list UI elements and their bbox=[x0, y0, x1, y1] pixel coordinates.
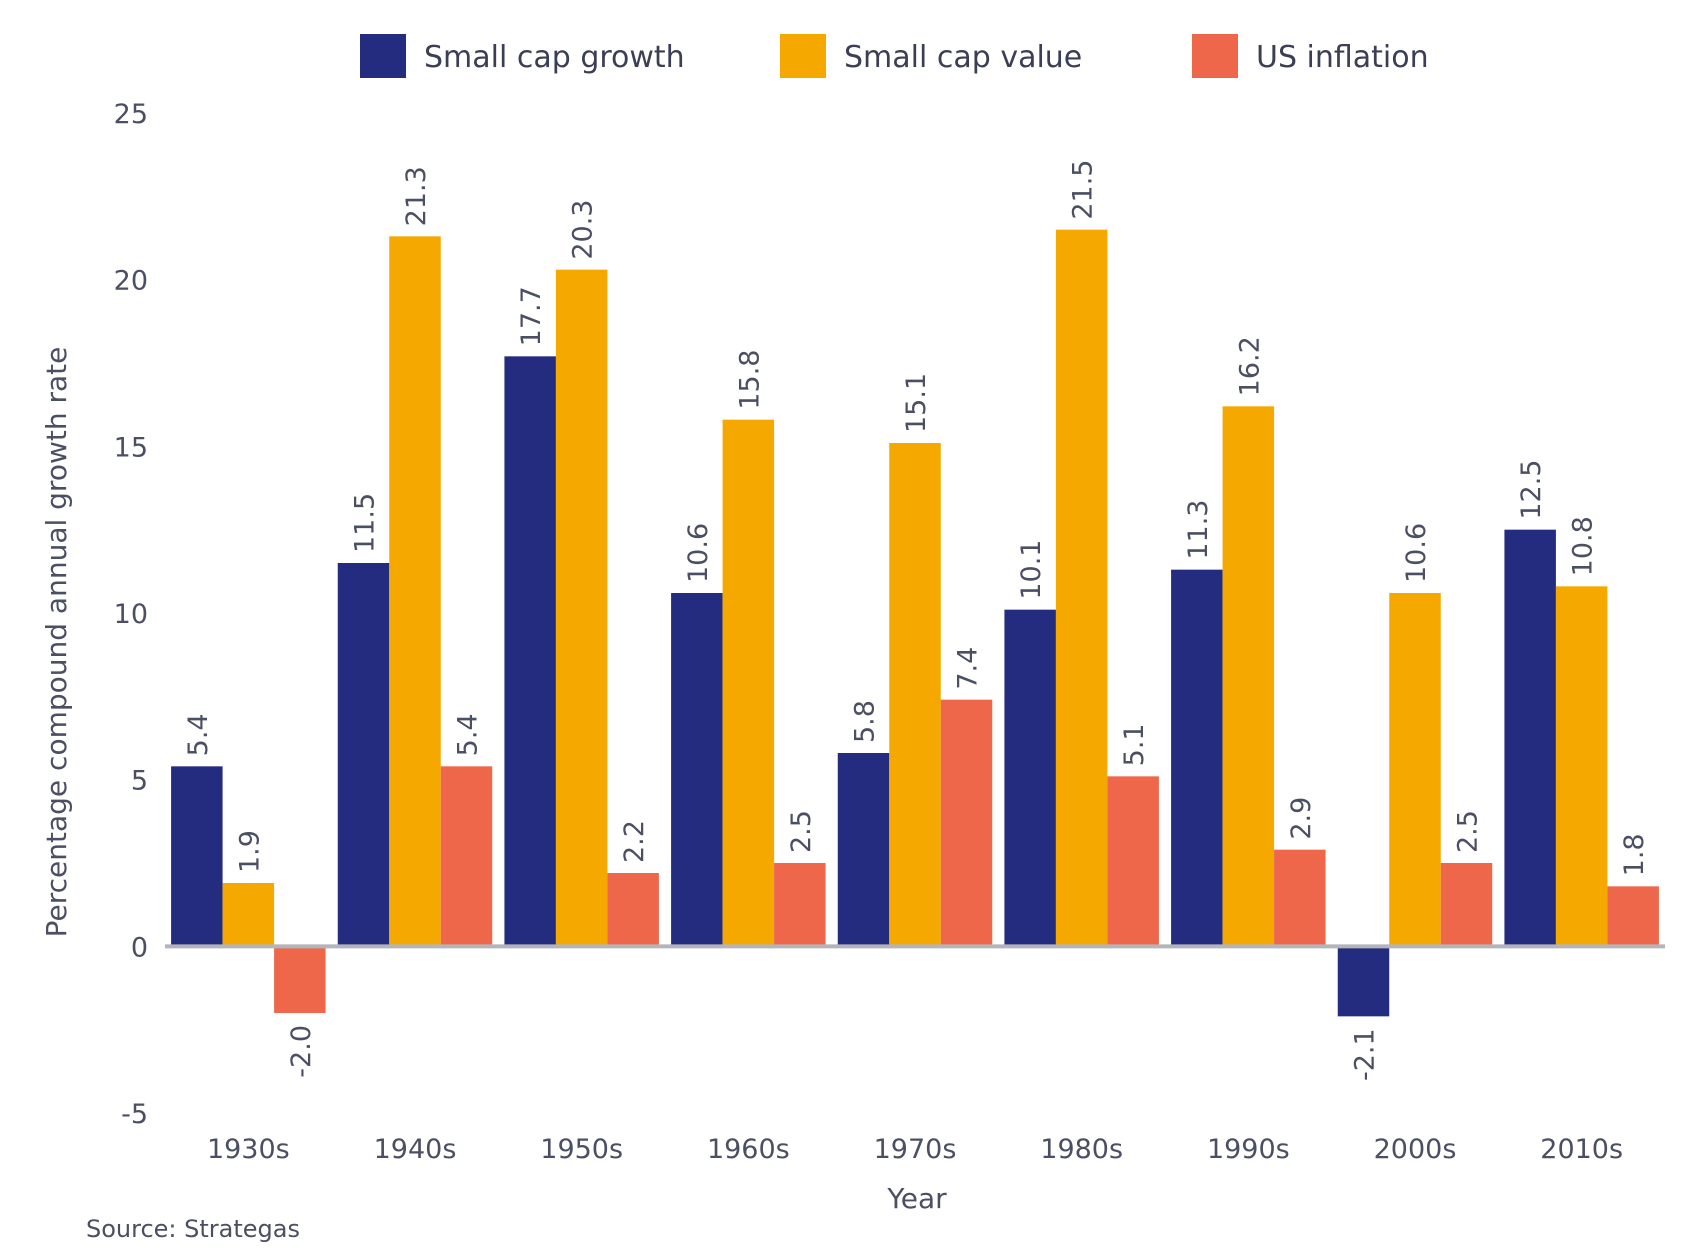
bar-small-cap-growth-1970s bbox=[837, 753, 890, 947]
source-note: Source: Strategas bbox=[86, 1215, 300, 1243]
data-label-small-cap-growth-1980s: 10.1 bbox=[1016, 540, 1047, 600]
legend-swatch-small-cap-value bbox=[780, 34, 826, 78]
y-tick-label: 0 bbox=[131, 932, 148, 963]
data-label-small-cap-value-1930s: 1.9 bbox=[234, 830, 265, 873]
data-label-small-cap-value-1940s: 21.3 bbox=[401, 166, 432, 226]
data-label-us-inflation-1950s: 2.2 bbox=[619, 820, 650, 863]
bar-small-cap-value-1970s bbox=[889, 443, 941, 947]
data-label-us-inflation-1980s: 5.1 bbox=[1119, 723, 1150, 766]
data-label-us-inflation-1990s: 2.9 bbox=[1286, 797, 1317, 840]
data-labels: 5.4 1.9 -2.0 11.5 21.3 5.4 17.7 20.3 2.2 10.6 15.8… bbox=[183, 160, 1650, 1081]
x-axis-ticks: 1930s 1940s 1950s 1960s 1970s 1980s 1990s 2000s… bbox=[207, 1134, 1623, 1165]
data-label-small-cap-growth-1990s: 11.3 bbox=[1183, 500, 1214, 560]
y-tick-label: 25 bbox=[114, 99, 148, 130]
bar-small-cap-value-1960s bbox=[722, 419, 775, 947]
data-label-small-cap-growth-2010s: 12.5 bbox=[1516, 460, 1547, 520]
legend-label-small-cap-growth: Small cap growth bbox=[424, 40, 685, 75]
data-label-small-cap-value-1980s: 21.5 bbox=[1068, 160, 1099, 220]
data-label-us-inflation-2000s: 2.5 bbox=[1453, 810, 1484, 853]
data-label-us-inflation-2010s: 1.8 bbox=[1619, 833, 1650, 876]
bar-us-inflation-1950s bbox=[607, 873, 659, 947]
x-tick-label: 1930s bbox=[207, 1134, 290, 1165]
y-tick-label: 20 bbox=[114, 266, 148, 297]
x-tick-label: 1970s bbox=[874, 1134, 957, 1165]
bar-small-cap-value-2010s bbox=[1555, 586, 1608, 947]
data-label-small-cap-value-1950s: 20.3 bbox=[568, 200, 599, 260]
bar-small-cap-growth-1930s bbox=[171, 766, 223, 947]
y-tick-label: 10 bbox=[114, 599, 148, 630]
y-tick-label: 5 bbox=[131, 766, 148, 797]
data-label-us-inflation-1940s: 5.4 bbox=[453, 713, 484, 756]
legend-label-us-inflation: US inflation bbox=[1256, 40, 1429, 75]
x-axis-title: Year bbox=[886, 1182, 947, 1215]
bar-small-cap-value-2000s bbox=[1389, 593, 1441, 947]
y-axis-ticks: 25 20 15 10 5 0 -5 bbox=[114, 99, 148, 1130]
bar-small-cap-value-1940s bbox=[389, 236, 441, 947]
x-tick-label: 1990s bbox=[1207, 1134, 1290, 1165]
bar-small-cap-value-1990s bbox=[1222, 406, 1275, 947]
x-tick-label: 2000s bbox=[1374, 1134, 1457, 1165]
bar-us-inflation-2010s bbox=[1607, 886, 1659, 947]
legend: Small cap growth Small cap value US inflat… bbox=[360, 34, 1429, 78]
legend-swatch-us-inflation bbox=[1192, 34, 1238, 78]
bar-small-cap-growth-1960s bbox=[671, 593, 723, 947]
legend-label-small-cap-value: Small cap value bbox=[844, 40, 1082, 75]
data-label-small-cap-value-1970s: 15.1 bbox=[901, 373, 932, 433]
x-tick-label: 1940s bbox=[374, 1134, 457, 1165]
data-label-small-cap-value-1990s: 16.2 bbox=[1234, 336, 1265, 396]
data-label-us-inflation-1960s: 2.5 bbox=[786, 810, 817, 853]
y-tick-label: 15 bbox=[114, 432, 148, 463]
bar-small-cap-value-1950s bbox=[555, 269, 608, 947]
data-label-small-cap-growth-1970s: 5.8 bbox=[850, 700, 881, 743]
x-tick-label: 1980s bbox=[1040, 1134, 1123, 1165]
bar-small-cap-growth-1990s bbox=[1171, 569, 1223, 947]
bar-small-cap-growth-1950s bbox=[504, 356, 556, 947]
bar-us-inflation-1990s bbox=[1274, 849, 1326, 947]
legend-swatch-small-cap-growth bbox=[360, 34, 406, 78]
bar-us-inflation-2000s bbox=[1440, 863, 1493, 947]
bars bbox=[171, 229, 1659, 1017]
data-label-small-cap-growth-1960s: 10.6 bbox=[683, 523, 714, 583]
bar-small-cap-growth-2010s bbox=[1504, 529, 1556, 947]
bar-small-cap-value-1930s bbox=[222, 883, 275, 947]
data-label-small-cap-growth-1940s: 11.5 bbox=[350, 493, 381, 553]
bar-us-inflation-1970s bbox=[940, 699, 993, 947]
data-label-small-cap-value-2000s: 10.6 bbox=[1401, 523, 1432, 583]
data-label-small-cap-growth-1930s: 5.4 bbox=[183, 713, 214, 756]
y-axis-title: Percentage compound annual growth rate bbox=[40, 347, 73, 938]
bar-small-cap-growth-1980s bbox=[1004, 609, 1056, 947]
data-label-us-inflation-1970s: 7.4 bbox=[953, 647, 984, 690]
bar-us-inflation-1940s bbox=[440, 766, 493, 947]
bar-us-inflation-1960s bbox=[774, 863, 826, 947]
data-label-small-cap-value-1960s: 15.8 bbox=[734, 350, 765, 410]
x-tick-label: 2010s bbox=[1540, 1134, 1623, 1165]
data-label-small-cap-growth-2000s: -2.1 bbox=[1350, 1028, 1381, 1081]
data-label-small-cap-value-2010s: 10.8 bbox=[1568, 516, 1599, 576]
bar-us-inflation-1930s bbox=[274, 946, 326, 1013]
bar-small-cap-growth-2000s bbox=[1337, 946, 1390, 1017]
y-tick-label: -5 bbox=[121, 1099, 148, 1130]
bar-small-cap-growth-1940s bbox=[337, 563, 390, 947]
bar-us-inflation-1980s bbox=[1107, 776, 1159, 947]
data-label-us-inflation-1930s: -2.0 bbox=[286, 1025, 317, 1078]
x-tick-label: 1950s bbox=[540, 1134, 623, 1165]
data-label-small-cap-growth-1950s: 17.7 bbox=[516, 286, 547, 346]
bar-small-cap-value-1980s bbox=[1055, 229, 1108, 947]
x-tick-label: 1960s bbox=[707, 1134, 790, 1165]
